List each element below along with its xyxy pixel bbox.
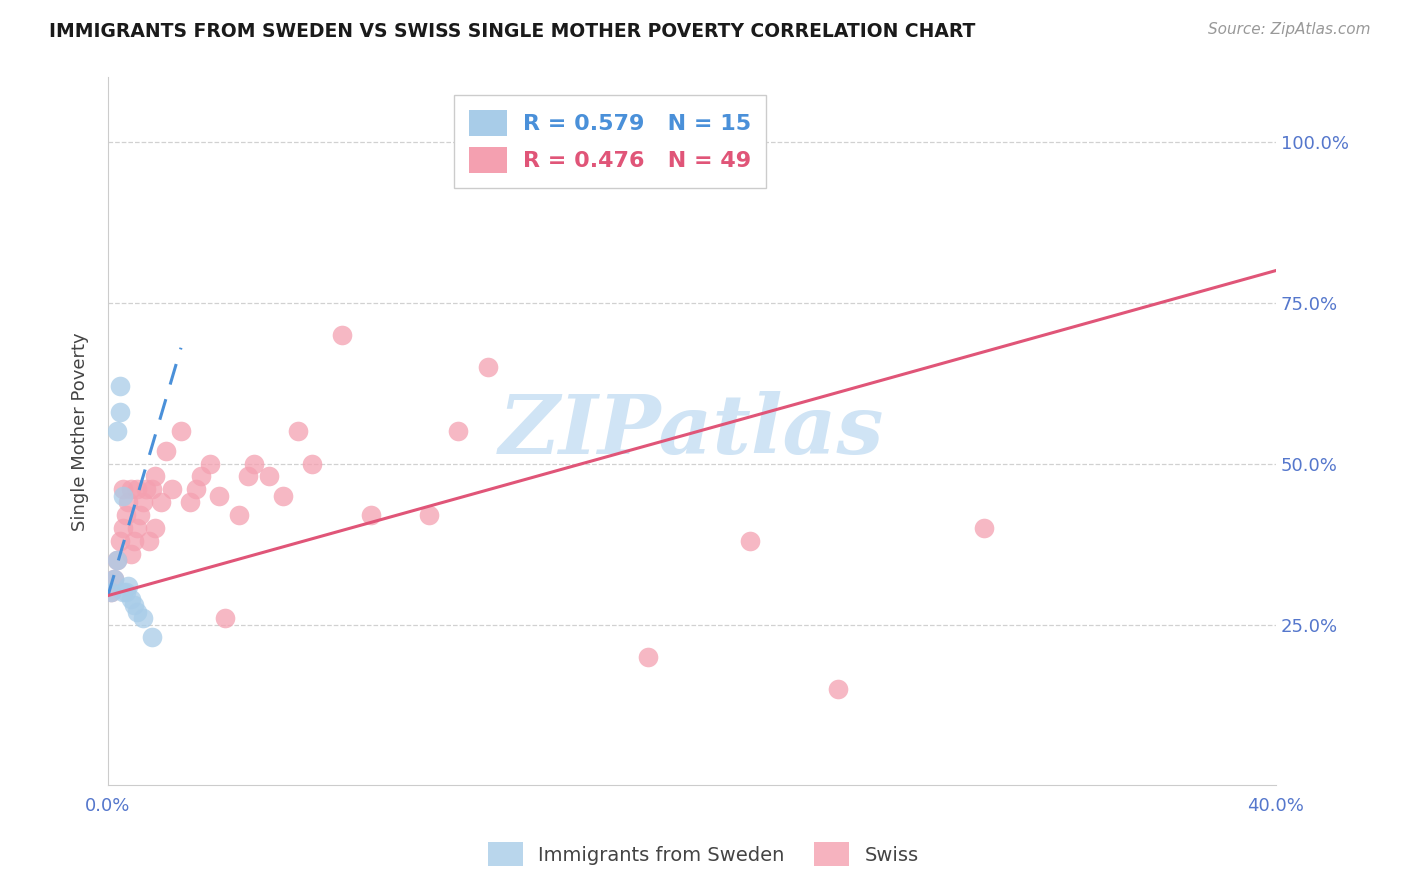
Point (973, 521, 995, 535)
Point (135, 483, 157, 497)
Point (190, 469, 212, 483)
Point (447, 425, 470, 439)
Point (138, 533, 160, 548)
Y-axis label: Single Mother Poverty: Single Mother Poverty (72, 332, 89, 531)
Point (287, 425, 309, 439)
Point (108, 533, 131, 548)
Point (301, 457, 323, 471)
Point (214, 611, 236, 625)
Point (179, 495, 201, 509)
Point (208, 489, 231, 503)
Point (117, 579, 139, 593)
Point (143, 521, 166, 535)
Point (122, 533, 145, 548)
Text: ZIPatlas: ZIPatlas (499, 392, 884, 472)
Legend: R = 0.579   N = 15, R = 0.476   N = 49: R = 0.579 N = 15, R = 0.476 N = 49 (454, 95, 766, 188)
Point (330, 327, 353, 342)
Point (103, 573, 125, 587)
Point (120, 483, 142, 497)
Point (105, 553, 128, 567)
Point (141, 631, 163, 645)
Point (141, 483, 163, 497)
Point (129, 508, 152, 522)
Point (143, 469, 166, 483)
Point (100, 585, 122, 599)
Point (243, 457, 266, 471)
Point (271, 489, 294, 503)
Point (418, 508, 440, 522)
Point (114, 508, 136, 522)
Point (160, 483, 183, 497)
Legend: Immigrants from Sweden, Swiss: Immigrants from Sweden, Swiss (477, 830, 929, 878)
Point (184, 483, 207, 497)
Point (132, 495, 155, 509)
Point (111, 521, 134, 535)
Point (593, 135, 616, 149)
Text: IMMIGRANTS FROM SWEDEN VS SWISS SINGLE MOTHER POVERTY CORRELATION CHART: IMMIGRANTS FROM SWEDEN VS SWISS SINGLE M… (49, 22, 976, 41)
Point (132, 611, 155, 625)
Point (111, 489, 134, 503)
Point (360, 508, 382, 522)
Point (120, 547, 142, 561)
Point (228, 508, 250, 522)
Point (827, 681, 849, 696)
Point (198, 457, 221, 471)
Point (740, 533, 762, 548)
Point (637, 649, 659, 664)
Point (155, 443, 177, 458)
Point (170, 425, 193, 439)
Point (108, 405, 131, 419)
Point (236, 469, 259, 483)
Point (534, 135, 557, 149)
Text: Source: ZipAtlas.com: Source: ZipAtlas.com (1208, 22, 1371, 37)
Point (120, 591, 142, 606)
Point (127, 605, 149, 619)
Point (114, 585, 136, 599)
Point (108, 379, 131, 393)
Point (127, 483, 149, 497)
Point (257, 469, 280, 483)
Point (100, 585, 122, 599)
Point (111, 585, 134, 599)
Point (105, 425, 128, 439)
Point (105, 553, 128, 567)
Point (127, 521, 149, 535)
Point (477, 360, 499, 375)
Point (103, 573, 125, 587)
Point (149, 495, 172, 509)
Point (117, 495, 139, 509)
Point (681, 135, 703, 149)
Point (111, 483, 134, 497)
Point (122, 599, 145, 613)
